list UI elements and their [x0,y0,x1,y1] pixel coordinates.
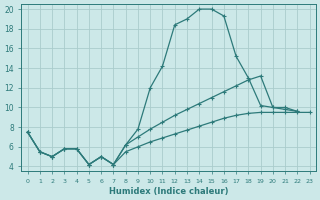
X-axis label: Humidex (Indice chaleur): Humidex (Indice chaleur) [109,187,228,196]
